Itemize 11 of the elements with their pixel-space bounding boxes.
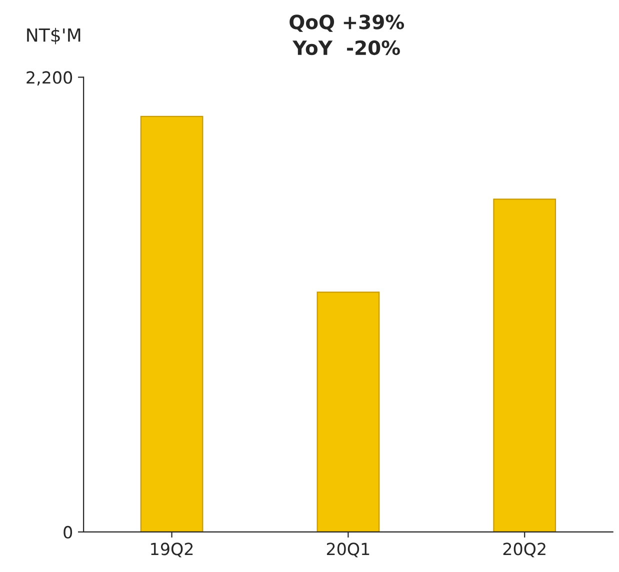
bar	[493, 198, 556, 532]
y-tick-label: 2,200	[26, 71, 72, 86]
y-tick-label: 0	[64, 526, 72, 539]
chart-subtitle: YoY -20%	[292, 40, 400, 56]
x-tick-label: 19Q2	[151, 542, 193, 558]
chart-title: QoQ +39%	[290, 14, 404, 32]
y-axis-title: NT$'M	[27, 28, 80, 44]
bar	[140, 116, 204, 532]
x-tick-label: 20Q2	[503, 542, 546, 558]
x-tick-label: 20Q1	[326, 542, 370, 558]
bar	[316, 292, 380, 532]
